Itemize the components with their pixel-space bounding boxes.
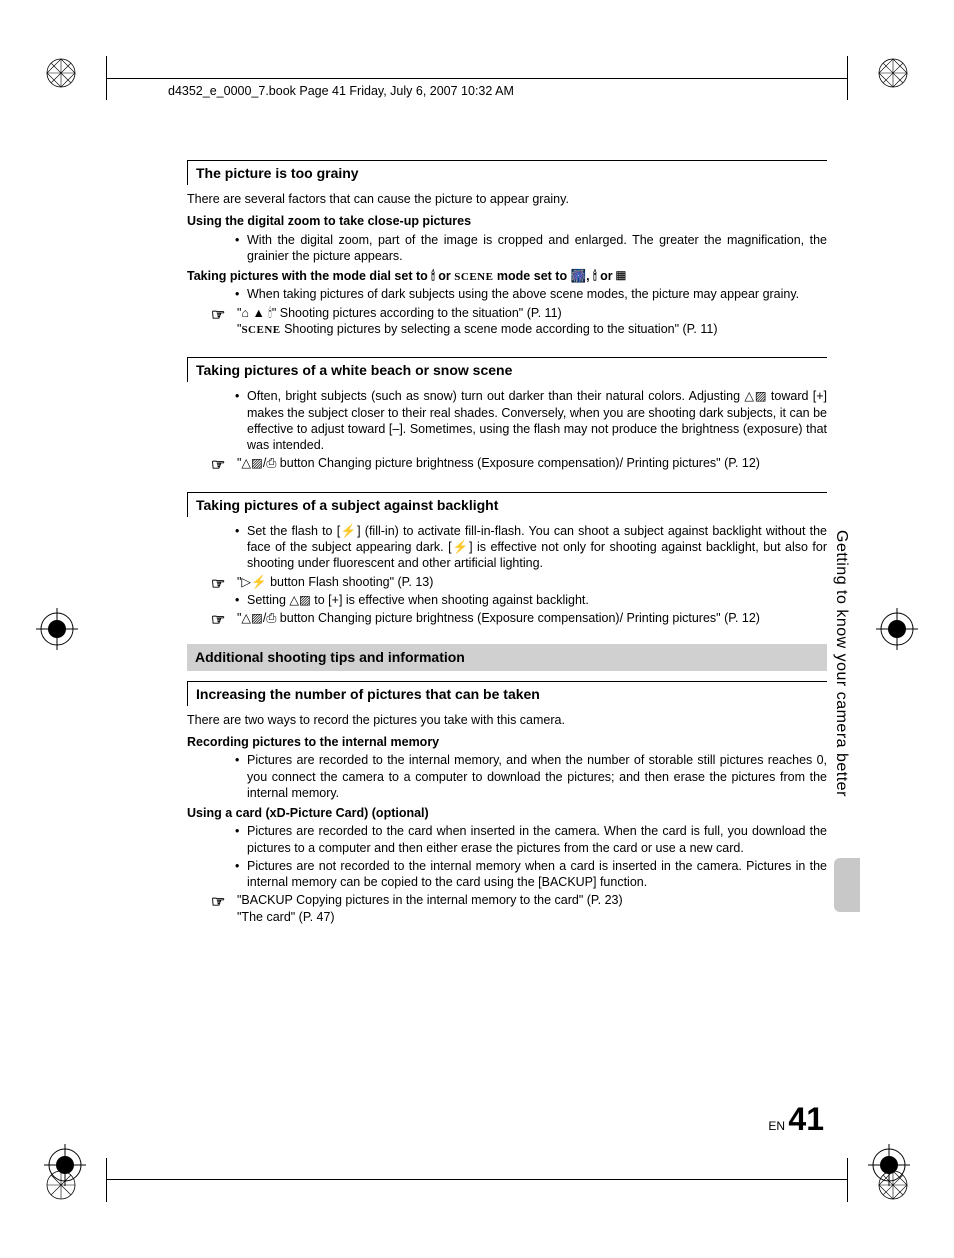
page-number: EN 41	[768, 1101, 824, 1138]
ref-backup: "BACKUP Copying pictures in the internal…	[211, 892, 827, 908]
sidebar-chapter-title: Getting to know your camera better	[832, 530, 850, 797]
bullet-card-backup: Pictures are not recorded to the interna…	[237, 858, 827, 891]
sub2-mid2: mode set to	[493, 269, 570, 283]
pointer-icon-3	[211, 575, 225, 596]
registration-mark-left	[36, 608, 78, 650]
bullet-card-full: Pictures are recorded to the card when i…	[237, 823, 827, 856]
scene-label: SCENE	[454, 271, 493, 283]
section-title-backlight: Taking pictures of a subject against bac…	[187, 492, 827, 517]
header-rule	[106, 78, 848, 79]
footer-rule-v2	[847, 1158, 848, 1202]
bullet-dark-subjects: When taking pictures of dark subjects us…	[237, 286, 827, 302]
pointer-icon-4	[211, 611, 225, 632]
ref-exposure-comp-2: "△▨/⎙ button Changing picture brightness…	[211, 610, 827, 626]
section-bar-additional: Additional shooting tips and information	[187, 644, 827, 670]
page-lang: EN	[768, 1119, 785, 1133]
ref-shooting-situation: "⌂ ▲ 🕯" Shooting pictures according to t…	[211, 305, 827, 321]
header-rule-v1	[106, 56, 107, 100]
header-filename: d4352_e_0000_7.book Page 41 Friday, July…	[168, 84, 514, 98]
footer-rule	[106, 1179, 848, 1180]
portrait-icon: ⌂ ▲ 🕯	[241, 306, 271, 320]
page-num-value: 41	[788, 1101, 824, 1137]
header-rule-v2	[847, 56, 848, 100]
registration-mark-bottom-left	[44, 1144, 86, 1186]
section-title-increase: Increasing the number of pictures that c…	[187, 681, 827, 706]
sub2-end: or	[597, 269, 616, 283]
night-icon: ▦	[616, 269, 626, 283]
intro-grainy: There are several factors that can cause…	[187, 191, 827, 207]
sub2-pre: Taking pictures with the mode dial set t…	[187, 269, 431, 283]
bullet-fill-flash: Set the flash to [⚡] (fill-in) to activa…	[237, 523, 827, 572]
ref-the-card: "The card" (P. 47)	[211, 909, 827, 925]
section-title-grainy: The picture is too grainy	[187, 160, 827, 185]
subheading-internal-mem: Recording pictures to the internal memor…	[187, 734, 827, 750]
pointer-icon-2	[211, 456, 225, 477]
ref1-text: " Shooting pictures according to the sit…	[272, 306, 562, 320]
pointer-icon-5	[211, 893, 225, 914]
page-content: The picture is too grainy There are seve…	[187, 160, 827, 927]
bullet-zoom: With the digital zoom, part of the image…	[237, 232, 827, 265]
ref-exposure-comp: "△▨/⎙ button Changing picture brightness…	[211, 455, 827, 471]
crop-mark-tr	[876, 56, 910, 90]
subheading-digital-zoom: Using the digital zoom to take close-up …	[187, 213, 827, 229]
subheading-card: Using a card (xD-Picture Card) (optional…	[187, 805, 827, 821]
section-title-beach-snow: Taking pictures of a white beach or snow…	[187, 357, 827, 382]
scene-label-2: SCENE	[241, 324, 280, 336]
crop-mark-tl	[44, 56, 78, 90]
pointer-icon	[211, 306, 225, 327]
registration-mark-right	[876, 608, 918, 650]
ref-scene-mode: "SCENE Shooting pictures by selecting a …	[211, 321, 827, 337]
bullet-exposure-plus: Setting △▨ to [+] is effective when shoo…	[237, 592, 827, 608]
bullet-bright-subjects: Often, bright subjects (such as snow) tu…	[237, 388, 827, 453]
sidebar-tab	[834, 858, 860, 912]
intro-increase: There are two ways to record the picture…	[187, 712, 827, 728]
bullet-internal-mem: Pictures are recorded to the internal me…	[237, 752, 827, 801]
subheading-mode-dial: Taking pictures with the mode dial set t…	[187, 268, 827, 284]
registration-mark-bottom-right	[868, 1144, 910, 1186]
ref-flash: "▷⚡ button Flash shooting" (P. 13)	[211, 574, 827, 590]
footer-rule-v1	[106, 1158, 107, 1202]
sub2-mid: or	[435, 269, 454, 283]
ref2-post: Shooting pictures by selecting a scene m…	[281, 322, 718, 336]
fireworks-icon: 🎆	[571, 269, 587, 283]
